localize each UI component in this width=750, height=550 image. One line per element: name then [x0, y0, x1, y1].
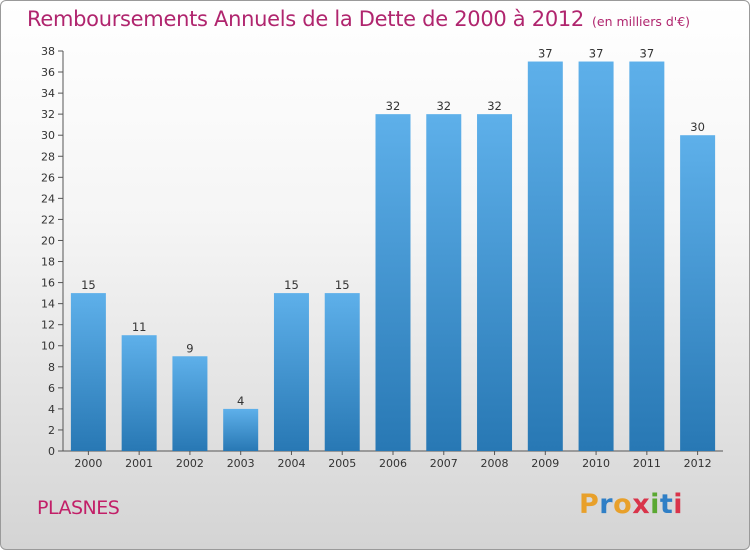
x-tick-label: 2010	[582, 457, 610, 470]
value-label: 15	[335, 278, 350, 292]
value-label: 11	[132, 320, 147, 334]
y-tick-label: 12	[41, 319, 55, 332]
y-tick-label: 16	[41, 277, 55, 290]
bar	[172, 356, 208, 451]
x-tick-label: 2000	[74, 457, 102, 470]
value-label: 32	[436, 99, 451, 113]
brand-letter: r	[599, 489, 614, 520]
y-tick-label: 20	[41, 234, 55, 247]
value-label: 30	[690, 120, 705, 134]
value-label: 37	[640, 47, 655, 61]
bar	[324, 293, 360, 451]
title-row: Remboursements Annuels de la Dette de 20…	[27, 7, 690, 31]
data-labels: 15 11 9 4 15 15 32 32 32 37 37 37 30	[81, 47, 705, 408]
bar	[223, 408, 259, 451]
value-label: 15	[284, 278, 299, 292]
y-tick-label: 30	[41, 129, 55, 142]
y-tick-label: 8	[48, 361, 55, 374]
x-tick-label: 2008	[481, 457, 509, 470]
bar	[426, 114, 462, 451]
x-tick-label: 2006	[379, 457, 407, 470]
brand-letter: i	[650, 489, 660, 520]
y-tick-label: 38	[41, 45, 55, 58]
y-tick-label: 24	[41, 192, 55, 205]
brand-letter: i	[673, 489, 684, 520]
bars	[70, 61, 716, 452]
value-label: 37	[538, 47, 553, 61]
y-tick-label: 34	[41, 87, 55, 100]
y-tick-label: 0	[48, 445, 55, 458]
y-tick-label: 18	[41, 256, 55, 269]
bar	[70, 293, 106, 451]
bar	[578, 61, 614, 452]
y-tick-label: 32	[41, 108, 55, 121]
value-label: 32	[386, 99, 401, 113]
bar	[273, 293, 309, 451]
value-label: 32	[487, 99, 502, 113]
y-tick-label: 6	[48, 382, 55, 395]
bar	[629, 61, 665, 452]
y-tick-label: 22	[41, 213, 55, 226]
value-label: 9	[186, 341, 193, 355]
brand-letter: x	[632, 489, 651, 520]
commune-name: PLASNES	[37, 497, 120, 519]
chart-title: Remboursements Annuels de la Dette de 20…	[27, 7, 584, 31]
value-label: 15	[81, 278, 96, 292]
brand-letter: P	[579, 489, 600, 520]
bar	[375, 114, 411, 451]
x-tick-label: 2009	[531, 457, 559, 470]
x-tick-label: 2007	[430, 457, 458, 470]
x-tick-label: 2001	[125, 457, 153, 470]
bar	[527, 61, 563, 452]
bar	[477, 114, 513, 451]
x-tick-label: 2012	[684, 457, 712, 470]
bar	[680, 135, 716, 452]
value-label: 37	[589, 47, 604, 61]
value-label: 4	[237, 394, 244, 408]
x-tick-label: 2003	[227, 457, 255, 470]
brand-letter: o	[613, 489, 633, 520]
y-tick-label: 14	[41, 298, 55, 311]
x-tick-label: 2011	[633, 457, 661, 470]
y-tick-label: 36	[41, 66, 55, 79]
y-tick-label: 26	[41, 171, 55, 184]
y-tick-label: 28	[41, 150, 55, 163]
y-tick-label: 4	[48, 403, 55, 416]
x-tick-label: 2004	[277, 457, 305, 470]
chart-unit: (en milliers d'€)	[592, 14, 691, 29]
x-tick-label: 2005	[328, 457, 356, 470]
bar	[121, 335, 157, 451]
brand-letter: t	[659, 489, 674, 520]
y-tick-label: 10	[41, 340, 55, 353]
y-tick-label: 2	[48, 424, 55, 437]
x-tick-label: 2002	[176, 457, 204, 470]
brand-logo: Proxiti	[579, 489, 683, 520]
